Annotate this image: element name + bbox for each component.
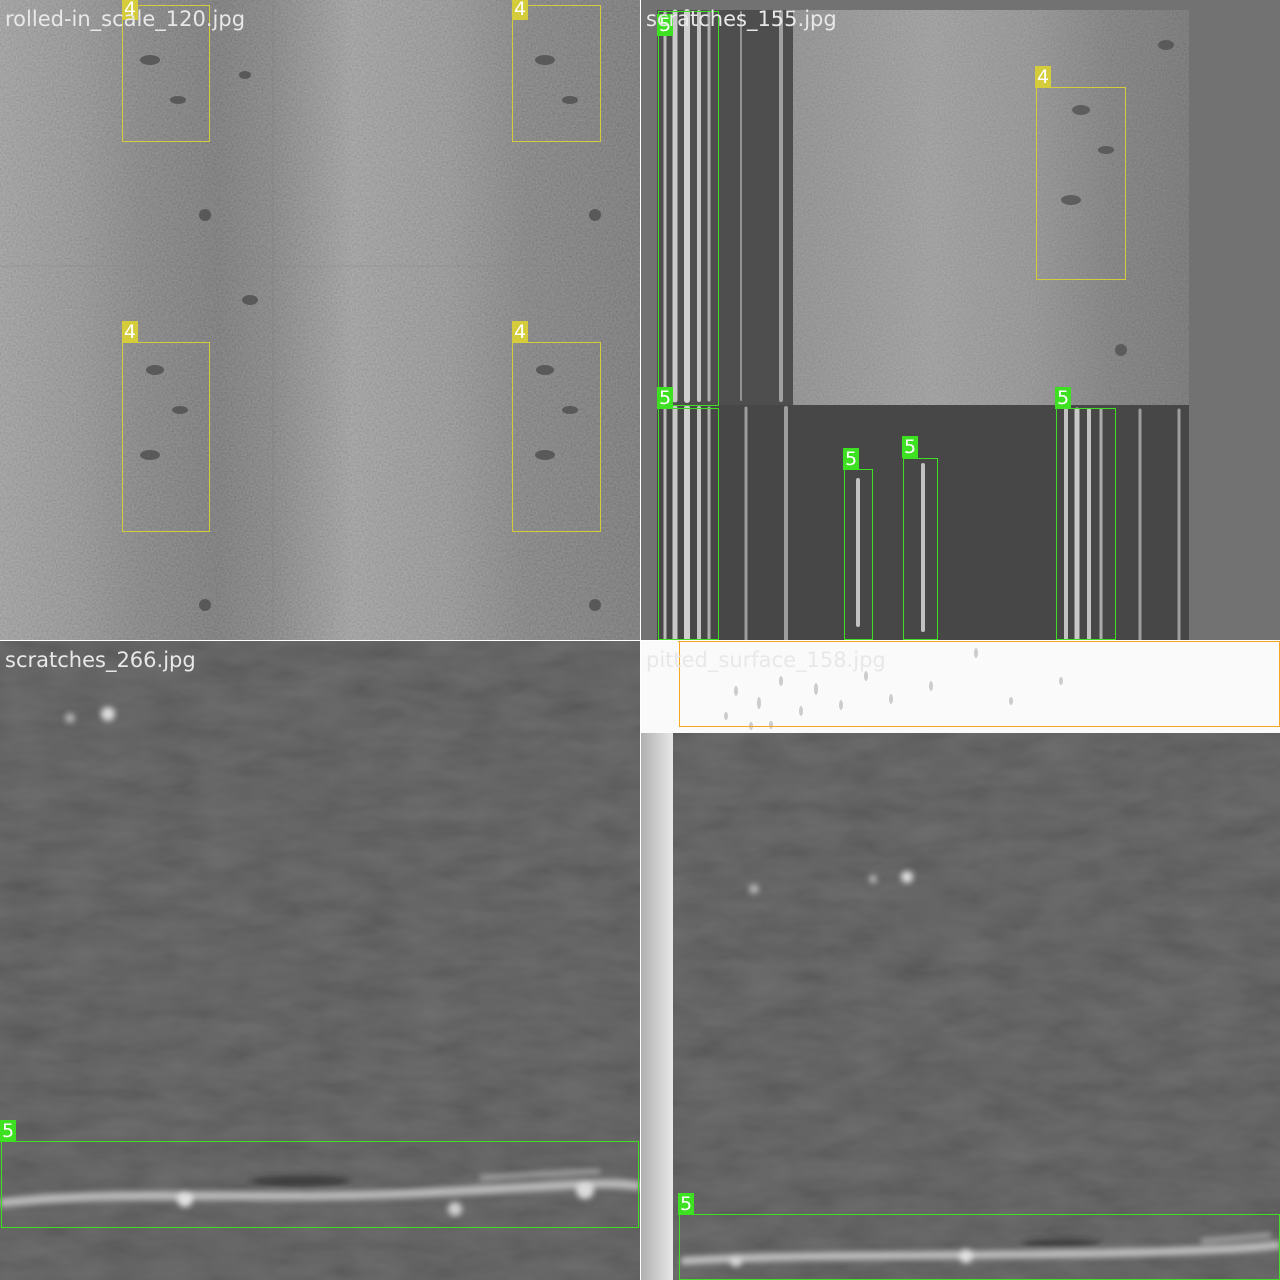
scratches-266-image (0, 641, 640, 1280)
detection-box-rolled-in-scale (512, 342, 601, 532)
detection-box-scratch (658, 408, 719, 640)
tile-pitted-surface-158: 3 5 pitted_surface_158.jpg (641, 641, 1280, 1280)
class-label-5: 5 (843, 448, 860, 470)
detection-box-scratch (844, 469, 873, 640)
pitted-surface-158-image (641, 641, 1280, 1280)
class-label-4: 4 (122, 0, 139, 20)
filename-label: scratches_155.jpg (646, 7, 837, 31)
detection-box-scratch (1, 1141, 639, 1228)
class-label-5: 5 (657, 14, 674, 36)
filename-label: scratches_266.jpg (5, 648, 196, 672)
tile-scratches-266: 5 scratches_266.jpg (0, 641, 640, 1280)
class-label-4: 4 (1035, 66, 1052, 88)
class-label-5: 5 (1055, 387, 1072, 409)
class-label-4: 4 (512, 0, 529, 20)
tile-scratches-155: 4 5 5 5 5 5 scratches_155.jpg (641, 0, 1280, 640)
detection-box-rolled-in-scale (512, 5, 601, 142)
class-label-5: 5 (902, 436, 919, 458)
filename-label: pitted_surface_158.jpg (646, 648, 886, 672)
detection-box-scratch (903, 458, 938, 640)
class-label-4: 4 (512, 321, 529, 343)
scratches-155-image (657, 9, 1189, 640)
detection-box-scratch (658, 11, 719, 406)
filename-label: rolled-in_scale_120.jpg (5, 7, 246, 31)
detection-box-rolled-in-scale (122, 342, 210, 532)
detection-box-scratch (1056, 408, 1116, 640)
detection-box-rolled-in-scale (122, 5, 210, 142)
class-label-5: 5 (678, 1193, 695, 1215)
class-label-4: 4 (122, 321, 139, 343)
rolled-in-scale-image (0, 0, 640, 640)
class-label-5: 5 (657, 387, 674, 409)
detection-box-scratch (679, 1214, 1280, 1280)
class-label-3: 3 (678, 641, 695, 642)
tile-rolled-in-scale: 4 4 4 4 rolled-in_scale_120.jpg (0, 0, 640, 640)
detection-box-rolled-in-scale (1036, 87, 1126, 280)
class-label-5: 5 (0, 1120, 17, 1142)
